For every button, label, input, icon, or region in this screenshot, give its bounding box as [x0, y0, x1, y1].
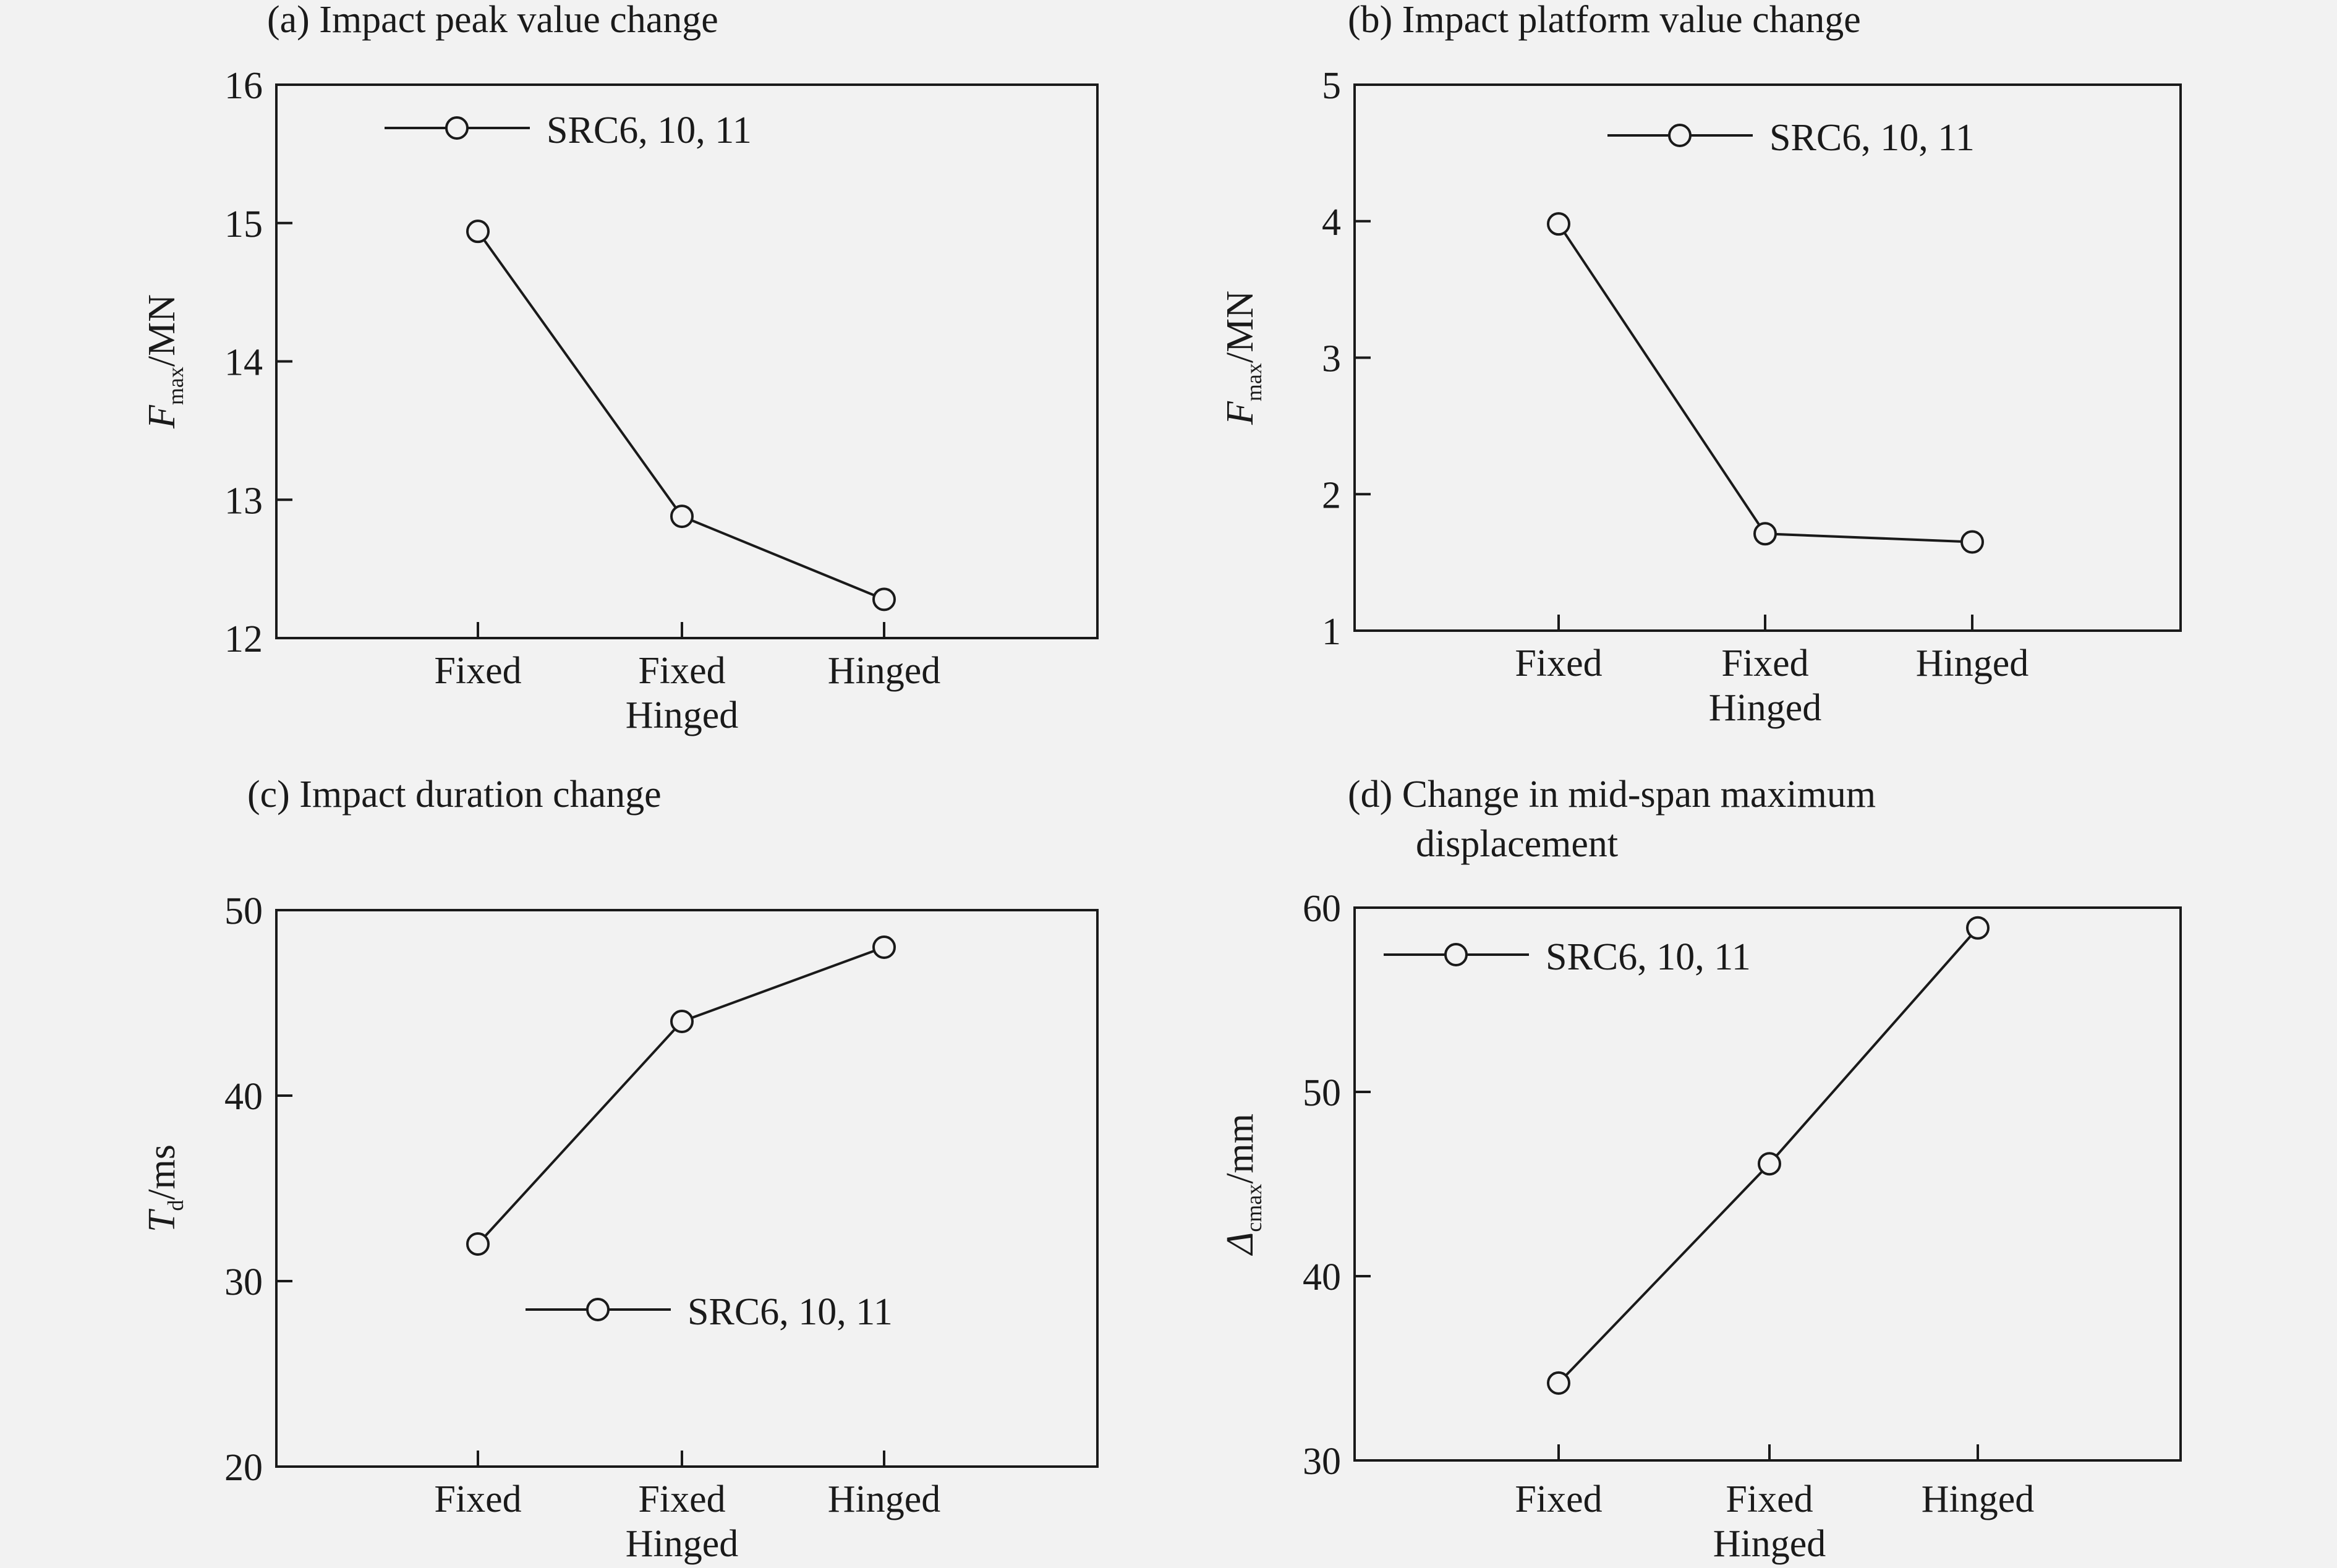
legend: SRC6, 10, 11 — [1384, 936, 1751, 978]
y-tick-label: 40 — [224, 1076, 263, 1118]
legend-label: SRC6, 10, 11 — [687, 1291, 893, 1333]
x-category-label: Fixed Hinged — [1713, 1478, 1826, 1565]
y-axis-label: Δcmax/mm — [1219, 1114, 1266, 1256]
y-tick-label: 16 — [224, 65, 263, 107]
x-category-label: Hinged — [1916, 642, 2029, 684]
y-tick-label: 13 — [224, 480, 263, 522]
x-category-label: Hinged — [1922, 1478, 2035, 1520]
y-tick-label: 60 — [1303, 888, 1341, 930]
series-line — [477, 231, 885, 601]
data-point — [872, 587, 896, 611]
data-point — [1547, 1371, 1570, 1395]
series-line — [477, 946, 885, 1245]
data-point — [1960, 530, 1984, 554]
y-tick-label: 50 — [224, 890, 263, 932]
plot-frame — [1353, 906, 2182, 1462]
data-point — [872, 935, 896, 959]
y-tick-label: 4 — [1322, 202, 1341, 244]
panel-c-title: (c) Impact duration change — [247, 773, 662, 816]
y-tick-label: 5 — [1322, 65, 1341, 107]
x-category-label: Fixed — [434, 1478, 521, 1520]
y-axis-label: Td/ms — [141, 1144, 188, 1232]
legend: SRC6, 10, 11 — [1607, 117, 1975, 159]
legend: SRC6, 10, 11 — [526, 1291, 893, 1333]
data-point — [1753, 522, 1777, 546]
legend-marker — [445, 116, 469, 140]
panel-d-title-line2: displacement — [1416, 823, 1618, 865]
legend-label: SRC6, 10, 11 — [1769, 117, 1975, 159]
x-category-label: Hinged — [828, 650, 941, 692]
data-point — [670, 1010, 694, 1033]
y-axis-label: Fmax/MN — [1219, 291, 1266, 425]
plot-frame — [275, 83, 1099, 639]
panel-b: (b) Impact platform value change 1 2 3 4 5 Fix… — [1219, 0, 2182, 729]
y-tick-label: 1 — [1322, 611, 1341, 653]
y-tick-label: 40 — [1303, 1256, 1341, 1298]
x-category-label: Fixed — [434, 650, 521, 692]
y-tick-label: 30 — [1303, 1441, 1341, 1483]
panel-d: (d) Change in mid-span maximum displaceme… — [1219, 773, 2182, 1565]
series-line — [1557, 223, 1973, 543]
legend-label: SRC6, 10, 11 — [1546, 936, 1751, 978]
y-tick-label: 3 — [1322, 338, 1341, 380]
x-category-label: Fixed — [1515, 1478, 1602, 1520]
panel-b-title: (b) Impact platform value change — [1348, 0, 1861, 41]
y-tick-label: 30 — [224, 1261, 263, 1303]
data-point — [466, 1232, 490, 1256]
panel-d-title: (d) Change in mid-span maximum — [1348, 773, 1876, 816]
plot-frame — [275, 909, 1099, 1468]
data-point — [1547, 212, 1570, 236]
legend: SRC6, 10, 11 — [385, 109, 752, 151]
y-tick-label: 12 — [224, 618, 263, 660]
y-axis-label: Fmax/MN — [141, 294, 188, 429]
y-tick-label: 14 — [224, 342, 263, 384]
x-category-label: Fixed — [1515, 642, 1602, 684]
data-point — [670, 505, 694, 529]
x-category-label: Fixed Hinged — [626, 650, 739, 736]
x-category-label: Fixed Hinged — [626, 1478, 739, 1565]
panel-c: (c) Impact duration change 20 30 40 50 Fixed F… — [141, 773, 1099, 1565]
x-category-label: Hinged — [828, 1478, 941, 1520]
plot-frame — [1353, 83, 2182, 632]
x-category-label: Fixed Hinged — [1709, 642, 1822, 729]
panel-a: (a) Impact peak value change 12 13 14 15 16 Fi… — [141, 0, 1099, 736]
y-tick-label: 20 — [224, 1447, 263, 1489]
y-tick-label: 50 — [1303, 1072, 1341, 1114]
legend-marker — [586, 1298, 610, 1321]
legend-label: SRC6, 10, 11 — [547, 109, 752, 151]
data-point — [1758, 1152, 1781, 1176]
legend-marker — [1444, 943, 1468, 966]
data-point — [466, 219, 490, 244]
data-point — [1966, 916, 1990, 940]
panel-a-title: (a) Impact peak value change — [267, 0, 718, 41]
y-tick-label: 15 — [224, 203, 263, 245]
legend-marker — [1668, 124, 1692, 147]
y-tick-label: 2 — [1322, 474, 1341, 516]
